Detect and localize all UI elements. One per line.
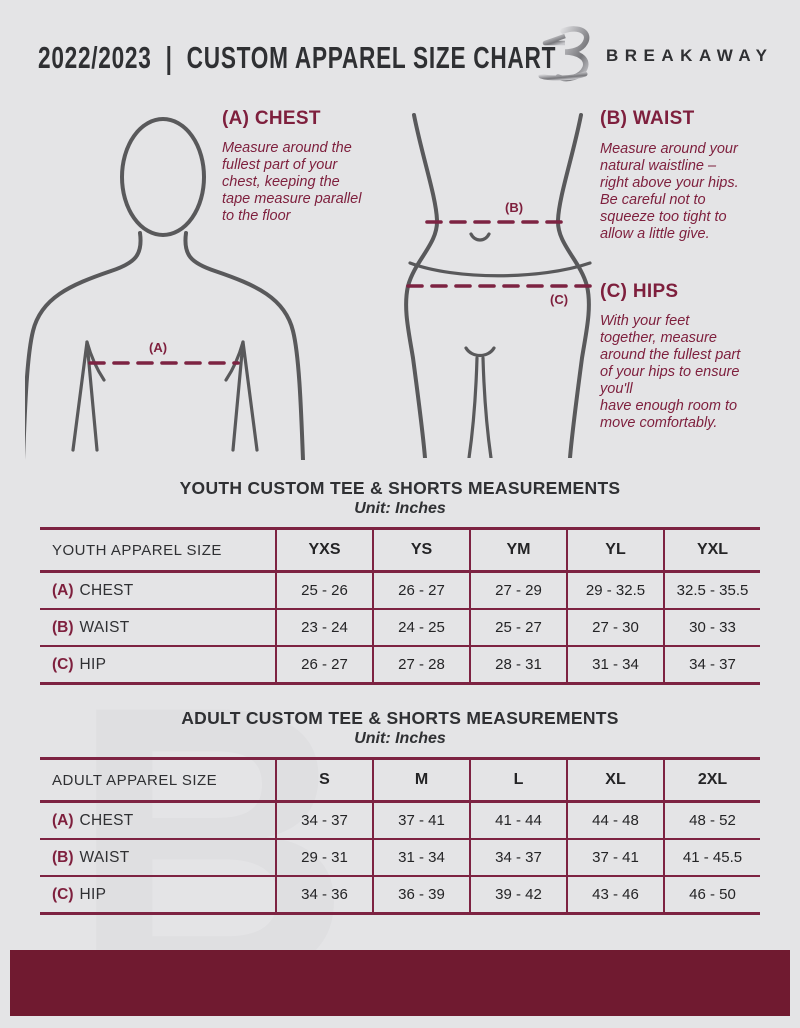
youth-table-title: YOUTH CUSTOM TEE & SHORTS MEASUREMENTS [179,478,621,498]
table-cell: 34 - 36 [275,877,372,912]
waist-instruction-text: Measure around your natural waistline – … [600,141,739,242]
row-label-prefix: (B) [52,848,74,866]
table-cell: 41 - 44 [469,803,566,838]
table-cell: 34 - 37 [469,840,566,875]
table-cell: 31 - 34 [566,647,663,682]
chest-instruction-heading: (A) CHEST [222,108,321,129]
row-label: (C) HIP [40,877,275,912]
column-header: YL [566,530,663,570]
chest-instruction-text: Measure around the fullest part of your … [222,140,362,224]
waist-instruction-heading: (B) WAIST [600,108,695,129]
column-header: M [372,760,469,800]
row-label-text: WAIST [79,848,130,866]
table-cell: 31 - 34 [372,840,469,875]
table-row: (C) HIP 26 - 27 27 - 28 28 - 31 31 - 34 3… [40,645,760,682]
chest-marker-label: (A) [149,340,168,355]
page-title: 2022/2023 | CUSTOM APPAREL SIZE CHART [38,40,557,75]
column-header: YXL [663,530,760,570]
row-label: (A) CHEST [40,573,275,608]
table-cell: 27 - 29 [469,573,566,608]
table-cell: 27 - 28 [372,647,469,682]
youth-table-subtitle: Unit: Inches [354,500,446,517]
table-cell: 41 - 45.5 [663,840,760,875]
table-cell: 26 - 27 [275,647,372,682]
row-label: (B) WAIST [40,610,275,645]
column-header: XL [566,760,663,800]
table-row: (A) CHEST 34 - 37 37 - 41 41 - 44 44 - 48… [40,800,760,838]
table-cell: 46 - 50 [663,877,760,912]
adult-size-table: ADULT APPAREL SIZE S M L XL 2XL (A) CHEST… [40,757,760,915]
column-header: YXS [275,530,372,570]
breakaway-mark-icon [538,26,590,82]
table-cell: 37 - 41 [372,803,469,838]
column-header: YS [372,530,469,570]
table-cell: 48 - 52 [663,803,760,838]
column-header: L [469,760,566,800]
table-cell: 24 - 25 [372,610,469,645]
row-label-text: HIP [79,655,107,673]
row-label: (B) WAIST [40,840,275,875]
table-row: (B) WAIST 29 - 31 31 - 34 34 - 37 37 - 41… [40,838,760,875]
row-label-prefix: (A) [52,581,74,599]
row-label: (A) CHEST [40,803,275,838]
chest-figure-illustration [25,117,305,460]
table-cell: 29 - 31 [275,840,372,875]
waist-marker-label: (B) [505,200,524,215]
table-header-row: ADULT APPAREL SIZE S M L XL 2XL [40,760,760,800]
row-label-text: CHEST [79,811,134,829]
table-header-row: YOUTH APPAREL SIZE YXS YS YM YL YXL [40,530,760,570]
table-cell: 29 - 32.5 [566,573,663,608]
row-label-prefix: (A) [52,811,74,829]
table-row: (A) CHEST 25 - 26 26 - 27 27 - 29 29 - 32… [40,570,760,608]
row-label-text: HIP [79,885,107,903]
table-cell: 30 - 33 [663,610,760,645]
table-row: (C) HIP 34 - 36 36 - 39 39 - 42 43 - 46 4… [40,875,760,912]
waist-hips-figure-illustration [404,113,594,458]
hips-marker-label: (C) [550,292,569,307]
table-cell: 27 - 30 [566,610,663,645]
column-header-size: ADULT APPAREL SIZE [52,771,218,789]
table-cell: 32.5 - 35.5 [663,573,760,608]
column-header-size: YOUTH APPAREL SIZE [52,541,222,559]
row-label-text: CHEST [79,581,134,599]
table-cell: 37 - 41 [566,840,663,875]
row-label-prefix: (C) [52,655,74,673]
column-header: YM [469,530,566,570]
table-cell: 28 - 31 [469,647,566,682]
table-cell: 43 - 46 [566,877,663,912]
row-label: (C) HIP [40,647,275,682]
table-cell: 34 - 37 [663,647,760,682]
column-header: S [275,760,372,800]
footer-bar [10,950,790,1016]
column-header: 2XL [663,760,760,800]
table-cell: 25 - 27 [469,610,566,645]
row-label-text: WAIST [79,618,130,636]
table-cell: 23 - 24 [275,610,372,645]
hips-instruction-heading: (C) HIPS [600,281,679,302]
table-cell: 34 - 37 [275,803,372,838]
adult-table-subtitle: Unit: Inches [354,730,446,747]
table-row: (B) WAIST 23 - 24 24 - 25 25 - 27 27 - 30… [40,608,760,645]
table-cell: 39 - 42 [469,877,566,912]
table-cell: 44 - 48 [566,803,663,838]
brand-logo: BREAKAWAY [538,22,773,82]
adult-table-title: ADULT CUSTOM TEE & SHORTS MEASUREMENTS [181,708,619,728]
row-label-prefix: (C) [52,885,74,903]
table-cell: 36 - 39 [372,877,469,912]
row-label-prefix: (B) [52,618,74,636]
table-cell: 26 - 27 [372,573,469,608]
table-cell: 25 - 26 [275,573,372,608]
hips-instruction-text: With your feet together, measure around … [600,313,741,431]
youth-size-table: YOUTH APPAREL SIZE YXS YS YM YL YXL (A) C… [40,527,760,685]
brand-name: BREAKAWAY [606,46,774,65]
